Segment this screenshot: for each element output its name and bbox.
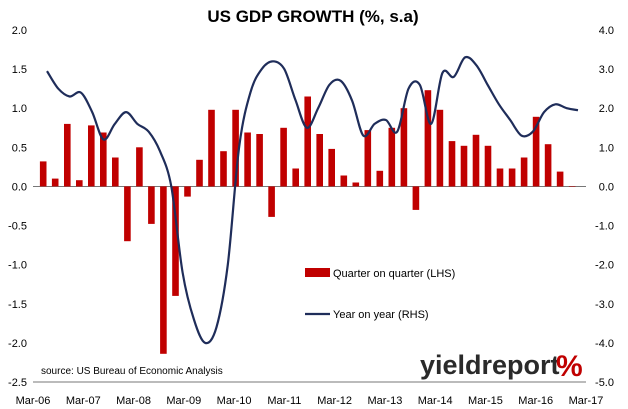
qoq-bar [352, 182, 360, 187]
legend-line-label: Year on year (RHS) [333, 309, 429, 321]
qoq-bar [172, 186, 179, 296]
qoq-bar [460, 145, 468, 187]
legend: Quarter on quarter (LHS) Year on year (R… [305, 268, 455, 321]
left-tick-label: 0.0 [12, 181, 27, 193]
qoq-bar [520, 157, 528, 187]
x-tick-label: Mar-11 [267, 395, 301, 407]
qoq-bar [316, 134, 323, 187]
right-tick-label: 2.0 [599, 103, 614, 115]
left-tick-label: -1.5 [8, 299, 27, 311]
qoq-bar [220, 151, 227, 187]
qoq-bar [376, 170, 384, 187]
qoq-bar [124, 186, 131, 242]
x-tick-label: Mar-07 [66, 395, 101, 407]
qoq-bar [496, 168, 504, 187]
x-tick-label: Mar-06 [16, 395, 51, 407]
left-tick-label: -0.5 [8, 221, 27, 233]
qoq-bar [256, 134, 263, 187]
left-tick-label: 0.5 [12, 142, 27, 154]
x-tick-label: Mar-10 [217, 395, 252, 407]
logo-percent-mark: % [556, 350, 583, 383]
left-tick-label: -1.0 [8, 260, 27, 272]
x-tick-label: Mar-08 [116, 395, 151, 407]
qoq-bar [268, 186, 275, 217]
qoq-bar [328, 148, 335, 187]
qoq-bar [51, 178, 59, 187]
qoq-bar [436, 109, 444, 187]
x-tick-label: Mar-16 [518, 395, 553, 407]
qoq-bar [484, 145, 492, 187]
qoq-bar [448, 141, 456, 187]
x-tick-label: Mar-13 [367, 395, 402, 407]
qoq-bar [76, 180, 83, 187]
qoq-bar [472, 134, 480, 187]
right-tick-label: -2.0 [595, 260, 614, 272]
x-tick-label: Mar-09 [166, 395, 201, 407]
qoq-bar [39, 161, 47, 187]
left-tick-label: -2.0 [8, 338, 27, 350]
yieldreport-logo: yieldreport % [420, 350, 583, 383]
x-tick-label: Mar-15 [468, 395, 503, 407]
chart-title: US GDP GROWTH (%, s.a) [207, 7, 418, 26]
right-tick-label: -4.0 [595, 338, 614, 350]
qoq-bar [412, 186, 420, 210]
logo-wordmark: yieldreport [420, 350, 560, 380]
right-tick-label: 0.0 [599, 181, 614, 193]
x-axis-ticks: Mar-06 Mar-07 Mar-08 Mar-09 Mar-10 Mar-11 Mar-… [16, 395, 604, 407]
qoq-bar [568, 186, 576, 187]
left-axis-ticks: 2.0 1.5 1.0 0.5 0.0 -0.5 -1.0 -1.5 -2.0 -2.5 [8, 25, 27, 389]
qoq-bar [148, 186, 155, 224]
qoq-bar [184, 186, 191, 197]
qoq-bar [532, 116, 540, 187]
qoq-bar [340, 175, 348, 187]
qoq-bar [388, 127, 396, 187]
qoq-bar [292, 168, 299, 187]
left-tick-label: -2.5 [8, 377, 27, 389]
right-tick-label: 1.0 [599, 142, 614, 154]
qoq-bar [232, 109, 239, 187]
legend-bar-swatch [305, 268, 330, 277]
qoq-bar [364, 130, 372, 187]
right-tick-label: -5.0 [595, 377, 614, 389]
qoq-bar [304, 96, 311, 187]
qoq-bar [88, 125, 95, 187]
right-tick-label: -3.0 [595, 299, 614, 311]
right-tick-label: 4.0 [599, 25, 614, 37]
right-tick-label: 3.0 [599, 64, 614, 76]
qoq-bar [64, 123, 71, 187]
qoq-bar [508, 168, 516, 187]
qoq-bar [196, 159, 203, 187]
qoq-bar [556, 171, 564, 187]
quarter-on-quarter-bars [39, 90, 576, 354]
right-tick-label: -1.0 [595, 221, 614, 233]
legend-bar-label: Quarter on quarter (LHS) [333, 268, 455, 280]
left-tick-label: 2.0 [12, 25, 27, 37]
qoq-bar [400, 108, 408, 187]
x-tick-label: Mar-12 [317, 395, 352, 407]
qoq-bar [208, 109, 215, 187]
qoq-bar [424, 90, 432, 187]
qoq-bar [136, 147, 143, 187]
qoq-bar [100, 132, 107, 187]
qoq-bar [160, 186, 167, 354]
left-tick-label: 1.5 [12, 64, 27, 76]
qoq-bar [112, 157, 119, 187]
qoq-bar [544, 144, 552, 187]
x-tick-label: Mar-14 [418, 395, 453, 407]
qoq-bar [280, 127, 287, 187]
source-note: source: US Bureau of Economic Analysis [41, 366, 223, 377]
x-tick-label: Mar-17 [569, 395, 604, 407]
qoq-bar [244, 132, 251, 187]
year-on-year-line [46, 55, 579, 345]
left-tick-label: 1.0 [12, 103, 27, 115]
right-axis-ticks: 4.0 3.0 2.0 1.0 0.0 -1.0 -2.0 -3.0 -4.0 -5.0 [595, 25, 614, 389]
